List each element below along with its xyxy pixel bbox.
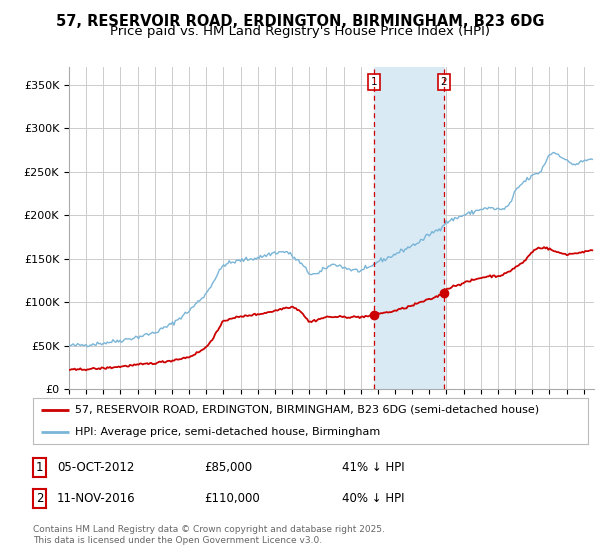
Text: £110,000: £110,000 <box>204 492 260 505</box>
Text: Price paid vs. HM Land Registry's House Price Index (HPI): Price paid vs. HM Land Registry's House … <box>110 25 490 38</box>
Text: 2: 2 <box>36 492 43 505</box>
Text: 2: 2 <box>441 77 448 87</box>
Text: £85,000: £85,000 <box>204 461 252 474</box>
Bar <box>374 67 444 389</box>
Text: 1: 1 <box>36 461 43 474</box>
Text: HPI: Average price, semi-detached house, Birmingham: HPI: Average price, semi-detached house,… <box>74 427 380 437</box>
Text: 11-NOV-2016: 11-NOV-2016 <box>57 492 136 505</box>
Text: 41% ↓ HPI: 41% ↓ HPI <box>342 461 404 474</box>
Text: 40% ↓ HPI: 40% ↓ HPI <box>342 492 404 505</box>
Text: 05-OCT-2012: 05-OCT-2012 <box>57 461 134 474</box>
Text: 57, RESERVOIR ROAD, ERDINGTON, BIRMINGHAM, B23 6DG: 57, RESERVOIR ROAD, ERDINGTON, BIRMINGHA… <box>56 14 544 29</box>
Text: 57, RESERVOIR ROAD, ERDINGTON, BIRMINGHAM, B23 6DG (semi-detached house): 57, RESERVOIR ROAD, ERDINGTON, BIRMINGHA… <box>74 404 539 414</box>
Text: 1: 1 <box>370 77 377 87</box>
Text: Contains HM Land Registry data © Crown copyright and database right 2025.
This d: Contains HM Land Registry data © Crown c… <box>33 525 385 545</box>
